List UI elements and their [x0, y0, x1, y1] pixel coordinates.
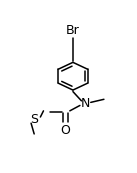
- Text: Br: Br: [66, 24, 80, 37]
- Text: N: N: [81, 97, 90, 110]
- Text: S: S: [30, 113, 38, 126]
- Text: O: O: [60, 124, 70, 137]
